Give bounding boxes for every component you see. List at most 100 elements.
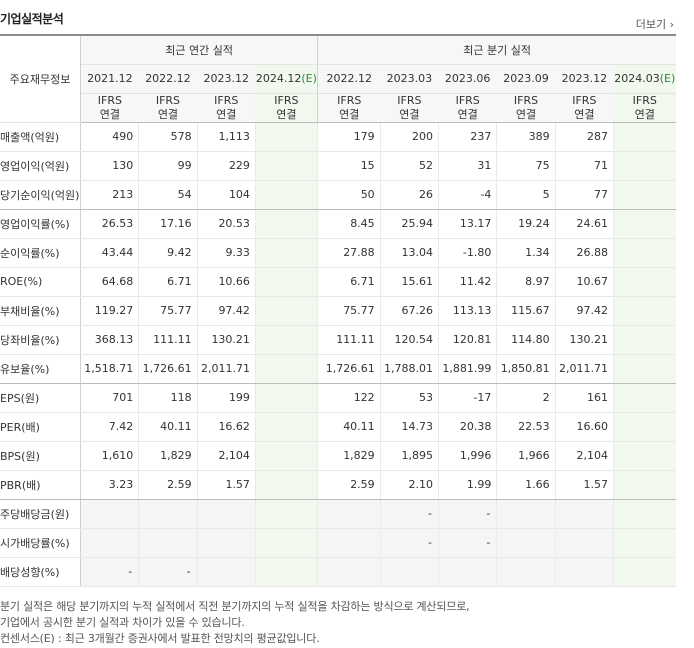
table-cell: [138, 499, 198, 529]
table-cell: -: [438, 528, 497, 558]
table-row: 배당성향(%) - -: [0, 557, 676, 587]
table-cell: 287: [554, 122, 614, 152]
table-cell: 75.77: [138, 296, 198, 326]
table-cell: -: [138, 557, 198, 587]
period-label: 2023.03: [386, 72, 433, 85]
more-link[interactable]: 더보기 ›: [636, 16, 674, 32]
table-cell: 43.44: [79, 238, 139, 268]
table-cell: 1,829: [317, 441, 381, 471]
table-row: 당좌비율(%) 368.13 111.11 130.21 111.11 120.54 120…: [0, 325, 676, 355]
row-label: BPS(원): [0, 441, 81, 471]
table-cell: 75: [496, 151, 556, 181]
standard-consolidated: 연결: [634, 107, 655, 121]
standard-consolidated: 연결: [457, 107, 478, 121]
table-cell: 118: [138, 383, 198, 413]
table-cell: 111.11: [138, 325, 198, 355]
table-cell: 130: [79, 151, 139, 181]
table-cell: 20.53: [196, 209, 256, 239]
table-cell: 2: [496, 383, 556, 413]
standard-consolidated: 연결: [99, 107, 120, 121]
table-cell: 122: [317, 383, 381, 413]
table-cell: 213: [79, 180, 139, 210]
table-cell: [196, 499, 256, 529]
table-cell: -: [379, 528, 439, 558]
table-cell: [79, 528, 139, 558]
row-label: 매출액(억원): [0, 122, 81, 152]
table-cell: 1,788.01: [379, 354, 439, 384]
table-cell: 6.71: [138, 267, 198, 297]
table-cell: 40.11: [317, 412, 381, 442]
table-cell: [317, 499, 381, 529]
table-row: PER(배) 7.42 40.11 16.62 40.11 14.73 20.38 22.53…: [0, 412, 676, 442]
more-link-label[interactable]: 더보기: [635, 18, 667, 31]
table-cell: 1,850.81: [496, 354, 556, 384]
table-cell: 701: [79, 383, 139, 413]
table-cell: 119.27: [79, 296, 139, 326]
period-header: 2023.12: [555, 64, 614, 94]
table-cell: 2,011.71: [196, 354, 256, 384]
table-cell: 237: [438, 122, 497, 152]
group-annual-header: 최근 연간 실적: [80, 34, 318, 65]
table-cell: 8.45: [317, 209, 381, 239]
standard-ifrs: IFRS: [397, 93, 422, 107]
period-header: 2023.06: [438, 64, 497, 94]
table-cell: 2.59: [138, 470, 198, 500]
footnote-2: 기업에서 공시한 분기 실적과 차이가 있을 수 있습니다.: [0, 616, 245, 629]
estimate-mark: (E): [301, 72, 317, 85]
table-cell: [613, 151, 676, 181]
accounting-standard: IFRS 연결: [496, 93, 556, 123]
table-cell: [254, 412, 318, 442]
table-cell: 75.77: [317, 296, 381, 326]
table-cell: 16.62: [196, 412, 256, 442]
table-cell: [254, 209, 318, 239]
standard-ifrs: IFRS: [455, 93, 480, 107]
standard-consolidated: 연결: [515, 107, 537, 121]
row-label: PBR(배): [0, 470, 81, 500]
table-cell: 50: [317, 180, 381, 210]
accounting-standard: IFRS 연결: [613, 93, 676, 123]
table-cell: [554, 499, 614, 529]
table-cell: 389: [496, 122, 556, 152]
table-cell: [613, 122, 676, 152]
table-cell: [554, 528, 614, 558]
row-label: 주당배당금(원): [0, 499, 81, 529]
table-cell: [254, 499, 318, 529]
row-label: 부채비율(%): [0, 296, 81, 326]
table-cell: 114.80: [496, 325, 556, 355]
table-cell: [196, 528, 256, 558]
table-cell: 120.81: [438, 325, 497, 355]
table-cell: [254, 122, 318, 152]
accounting-standard: IFRS 연결: [197, 93, 256, 123]
chevron-right-icon: ›: [666, 18, 674, 31]
table-cell: 13.04: [379, 238, 439, 268]
footnote-1: 분기 실적은 해당 분기까지의 누적 실적에서 직전 분기까지의 누적 실적을 …: [0, 600, 470, 613]
table-cell: [138, 528, 198, 558]
table-cell: 15: [317, 151, 381, 181]
table-cell: 17.16: [138, 209, 198, 239]
period-header: 2023.03: [380, 64, 439, 94]
table-cell: 7.42: [79, 412, 139, 442]
standard-ifrs: IFRS: [97, 93, 122, 107]
standard-consolidated: 연결: [276, 107, 297, 121]
standard-ifrs: IFRS: [337, 93, 362, 107]
table-cell: 2.10: [379, 470, 439, 500]
table-cell: [196, 557, 256, 587]
table-cell: 67.26: [379, 296, 439, 326]
table-cell: [613, 470, 676, 500]
table-cell: 2,104: [554, 441, 614, 471]
table-row: 영업이익(억원) 130 99 229 15 52 31 75 71: [0, 151, 676, 181]
table-cell: [379, 557, 439, 587]
footnotes: 분기 실적은 해당 분기까지의 누적 실적에서 직전 분기까지의 누적 실적을 …: [0, 599, 470, 647]
table-cell: 20.38: [438, 412, 497, 442]
table-cell: 120.54: [379, 325, 439, 355]
table-cell: -: [438, 499, 497, 529]
table-cell: [254, 441, 318, 471]
table-cell: 10.67: [554, 267, 614, 297]
table-cell: [613, 412, 676, 442]
accounting-standard: IFRS 연결: [438, 93, 497, 123]
table-row: EPS(원) 701 118 199 122 53 -17 2 161: [0, 383, 676, 413]
table-cell: [254, 528, 318, 558]
table-cell: 1.34: [496, 238, 556, 268]
table-cell: 26: [379, 180, 439, 210]
table-cell: [254, 238, 318, 268]
